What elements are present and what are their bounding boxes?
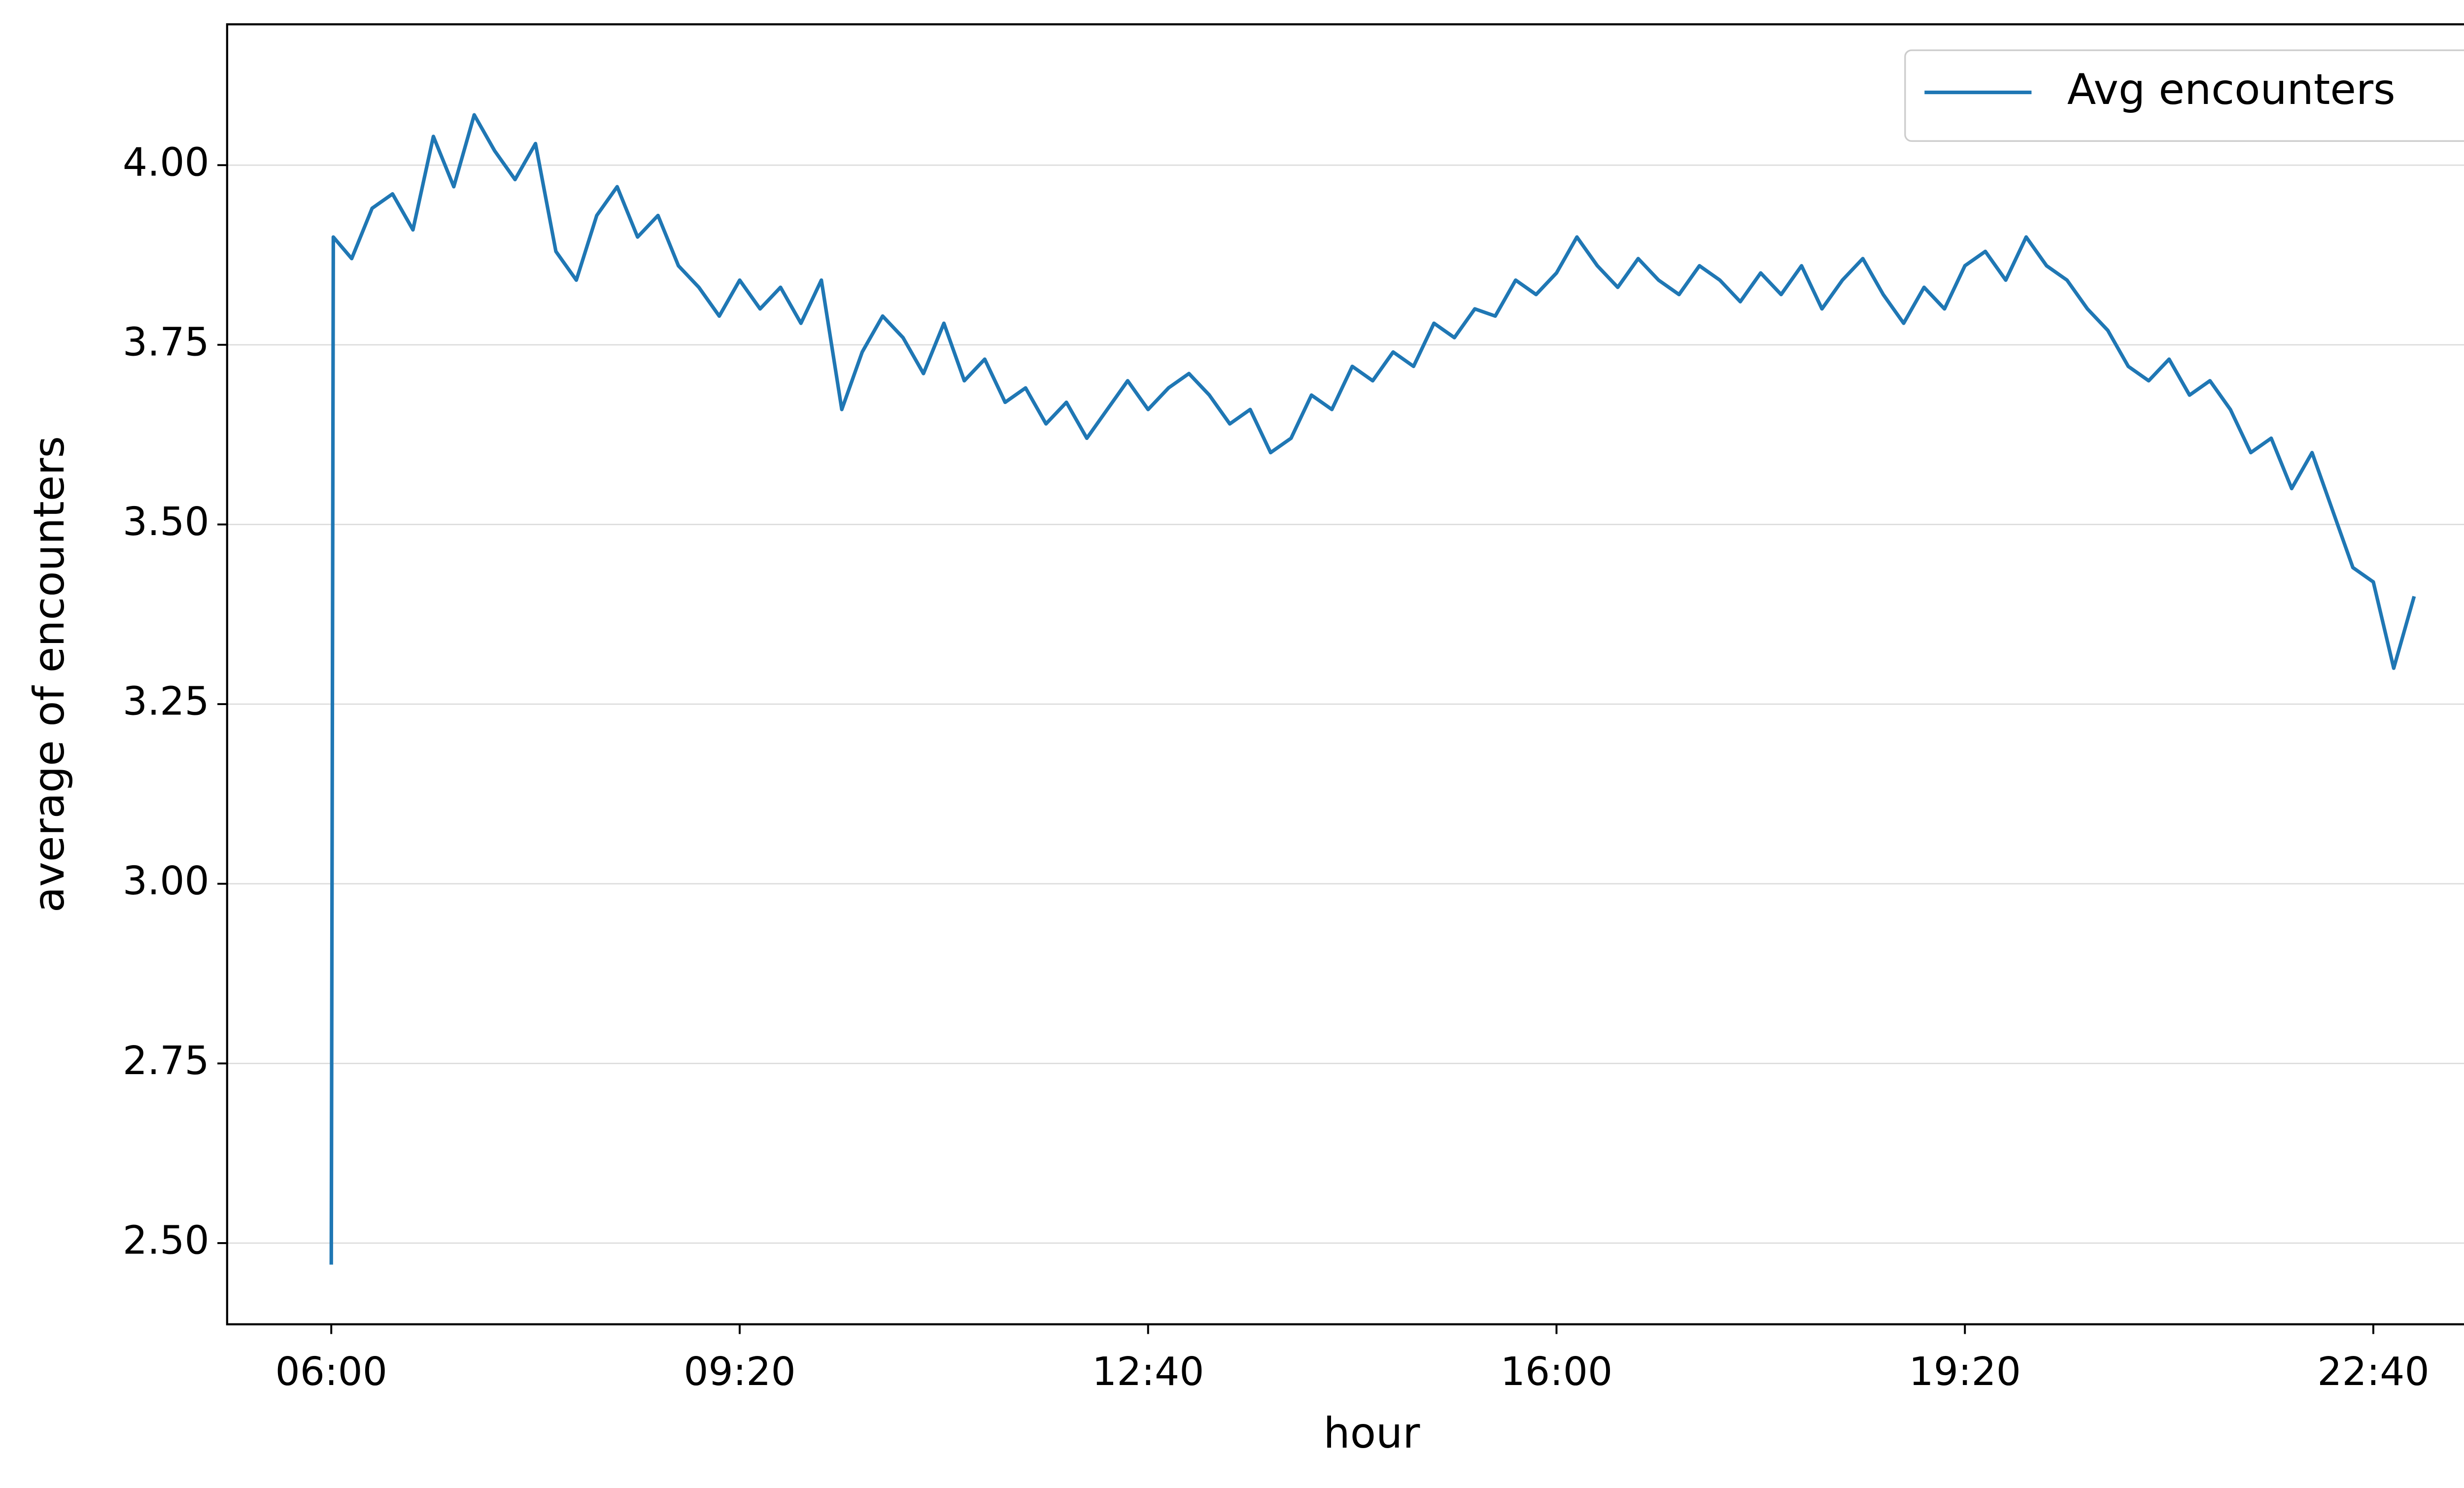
x-axis-label: hour xyxy=(1324,1409,1421,1458)
x-tick-label: 19:20 xyxy=(1909,1349,2021,1394)
y-tick-label: 3.75 xyxy=(123,319,209,365)
data-line xyxy=(329,113,2416,1265)
y-tick-label: 2.75 xyxy=(123,1038,209,1083)
x-tick-label: 22:40 xyxy=(2317,1349,2430,1394)
x-tick-label: 12:40 xyxy=(1092,1349,1204,1394)
x-tick-label: 06:00 xyxy=(275,1349,387,1394)
legend: Avg encounters xyxy=(1904,49,2464,142)
plot-frame xyxy=(226,23,2464,1325)
y-tick-label: 3.25 xyxy=(123,679,209,724)
grid xyxy=(227,164,2464,1244)
x-tick-label: 16:00 xyxy=(1501,1349,1613,1394)
y-axis-label: average of encounters xyxy=(25,436,74,913)
series-group xyxy=(329,113,2416,1265)
y-tick-label: 3.50 xyxy=(123,499,209,544)
legend-box xyxy=(1904,49,2464,142)
y-tick-label: 2.50 xyxy=(123,1217,209,1263)
y-tick-label: 3.00 xyxy=(123,858,209,904)
plot-area xyxy=(227,24,2464,1324)
y-tick-label: 4.00 xyxy=(123,140,209,185)
x-tick-label: 09:20 xyxy=(684,1349,796,1394)
legend-label: Avg encounters xyxy=(2067,66,2396,114)
